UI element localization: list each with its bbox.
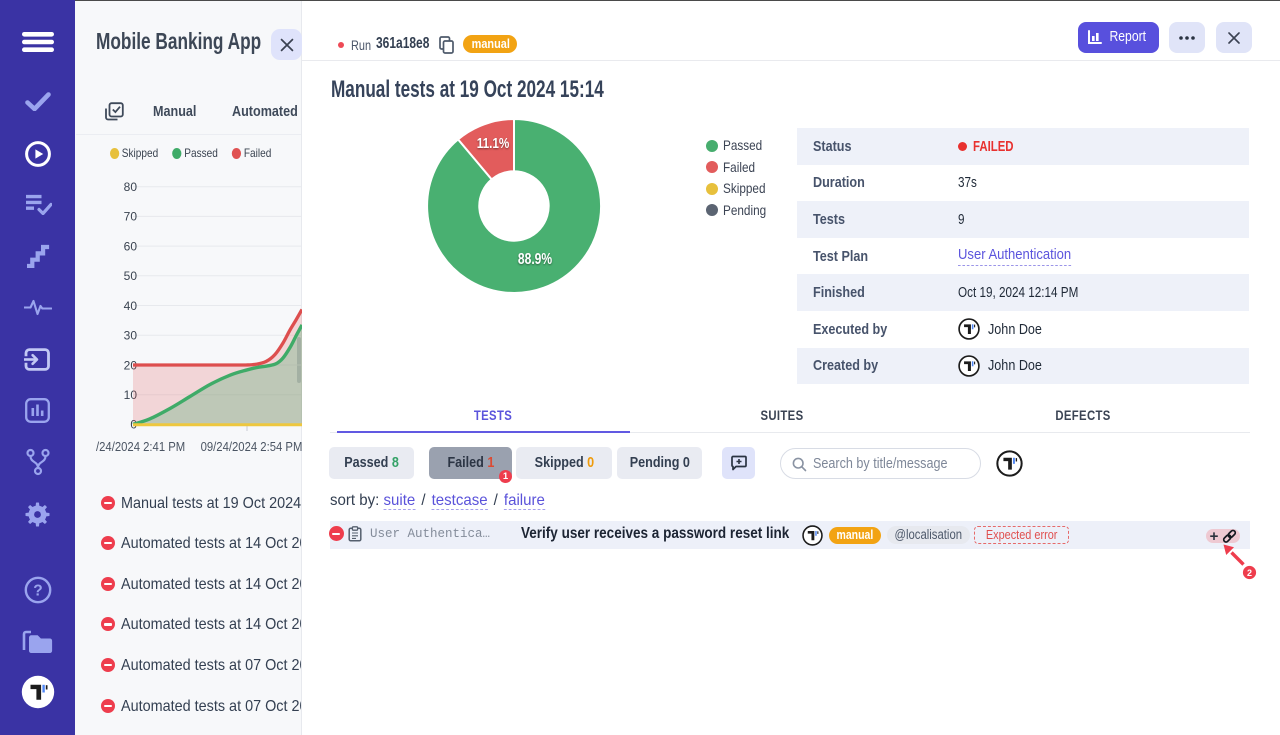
svg-text:70: 70 — [124, 210, 138, 224]
svg-text:60: 60 — [124, 239, 138, 253]
svg-text:2: 2 — [1247, 568, 1252, 578]
svg-text:40: 40 — [124, 299, 138, 313]
svg-text:10: 10 — [124, 388, 138, 402]
svg-text:11.1%: 11.1% — [477, 135, 510, 152]
svg-text:?: ? — [33, 583, 42, 600]
svg-text:80: 80 — [124, 180, 138, 194]
svg-text:20: 20 — [124, 358, 138, 372]
svg-text:/24/2024 2:41 PM: /24/2024 2:41 PM — [96, 439, 185, 454]
svg-text:09/24/2024 2:54 PM: 09/24/2024 2:54 PM — [201, 439, 302, 454]
svg-text:88.9%: 88.9% — [518, 250, 552, 268]
svg-text:50: 50 — [124, 269, 138, 283]
svg-text:30: 30 — [124, 329, 138, 343]
